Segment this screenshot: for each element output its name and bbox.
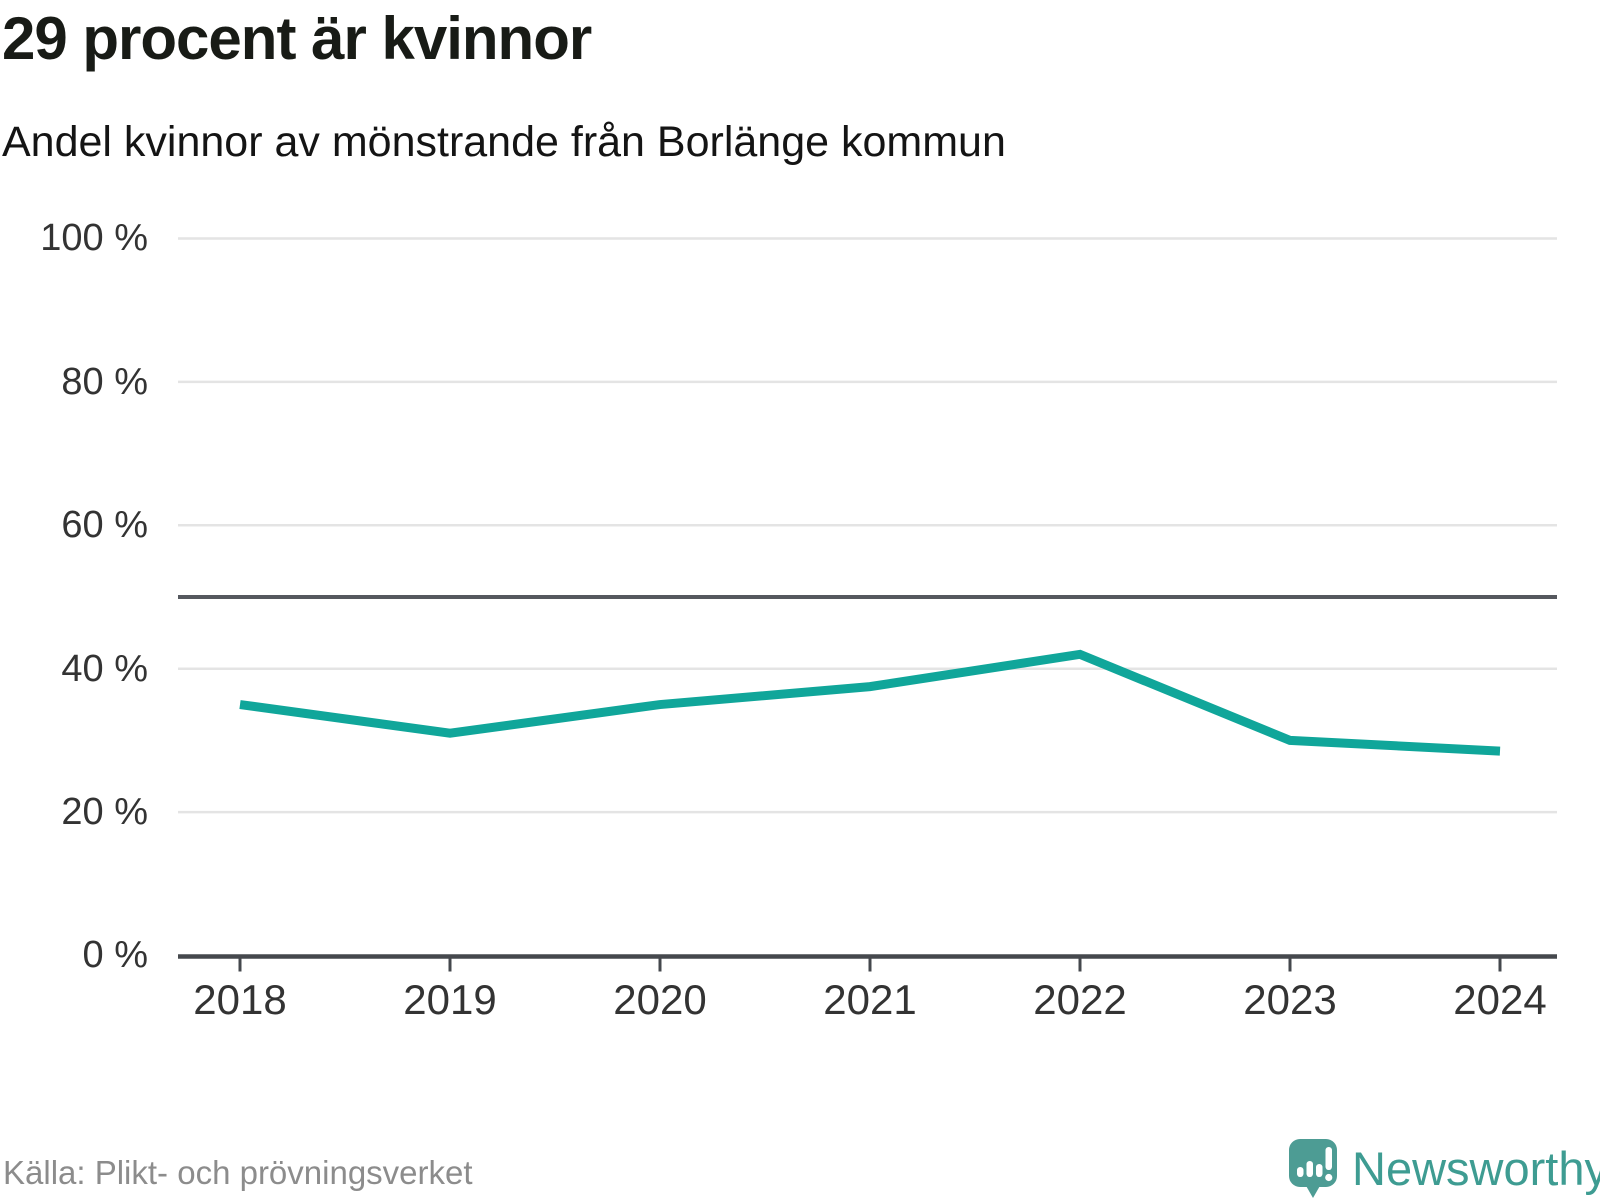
x-tick-label-2021: 2021 <box>823 976 917 1023</box>
logo-bar-3 <box>1316 1164 1323 1177</box>
logo-bubble-tail <box>1305 1184 1321 1198</box>
logo-bar-1 <box>1297 1167 1304 1177</box>
x-tick-label-2024: 2024 <box>1453 976 1547 1023</box>
data-line-andel-kvinnor <box>239 649 1501 756</box>
y-tick-label-100: 100 % <box>40 217 148 259</box>
x-tick-label-2018: 2018 <box>193 976 287 1023</box>
logo-exclamation-bar <box>1325 1147 1332 1170</box>
x-tick-label-2023: 2023 <box>1243 976 1337 1023</box>
page-title: 29 procent är kvinnor <box>2 5 592 72</box>
y-tick-label-80: 80 % <box>61 361 148 403</box>
speech-bubble-bar-chart-icon <box>1289 1139 1337 1198</box>
chart-subtitle: Andel kvinnor av mönstrande från Borläng… <box>2 118 1006 166</box>
x-tick-label-2020: 2020 <box>613 976 707 1023</box>
source-caption: Källa: Plikt- och prövningsverket <box>3 1154 473 1191</box>
y-tick-label-20: 20 % <box>61 791 148 833</box>
x-tick-label-2022: 2022 <box>1033 976 1127 1023</box>
brand-name: Newsworthy <box>1352 1142 1600 1195</box>
y-tick-label-0: 0 % <box>82 934 148 976</box>
y-tick-label-40: 40 % <box>61 648 148 690</box>
y-tick-label-60: 60 % <box>61 504 148 546</box>
logo-exclamation-dot <box>1325 1173 1333 1182</box>
x-tick-label-2019: 2019 <box>403 976 497 1023</box>
logo-bar-2 <box>1306 1161 1313 1177</box>
